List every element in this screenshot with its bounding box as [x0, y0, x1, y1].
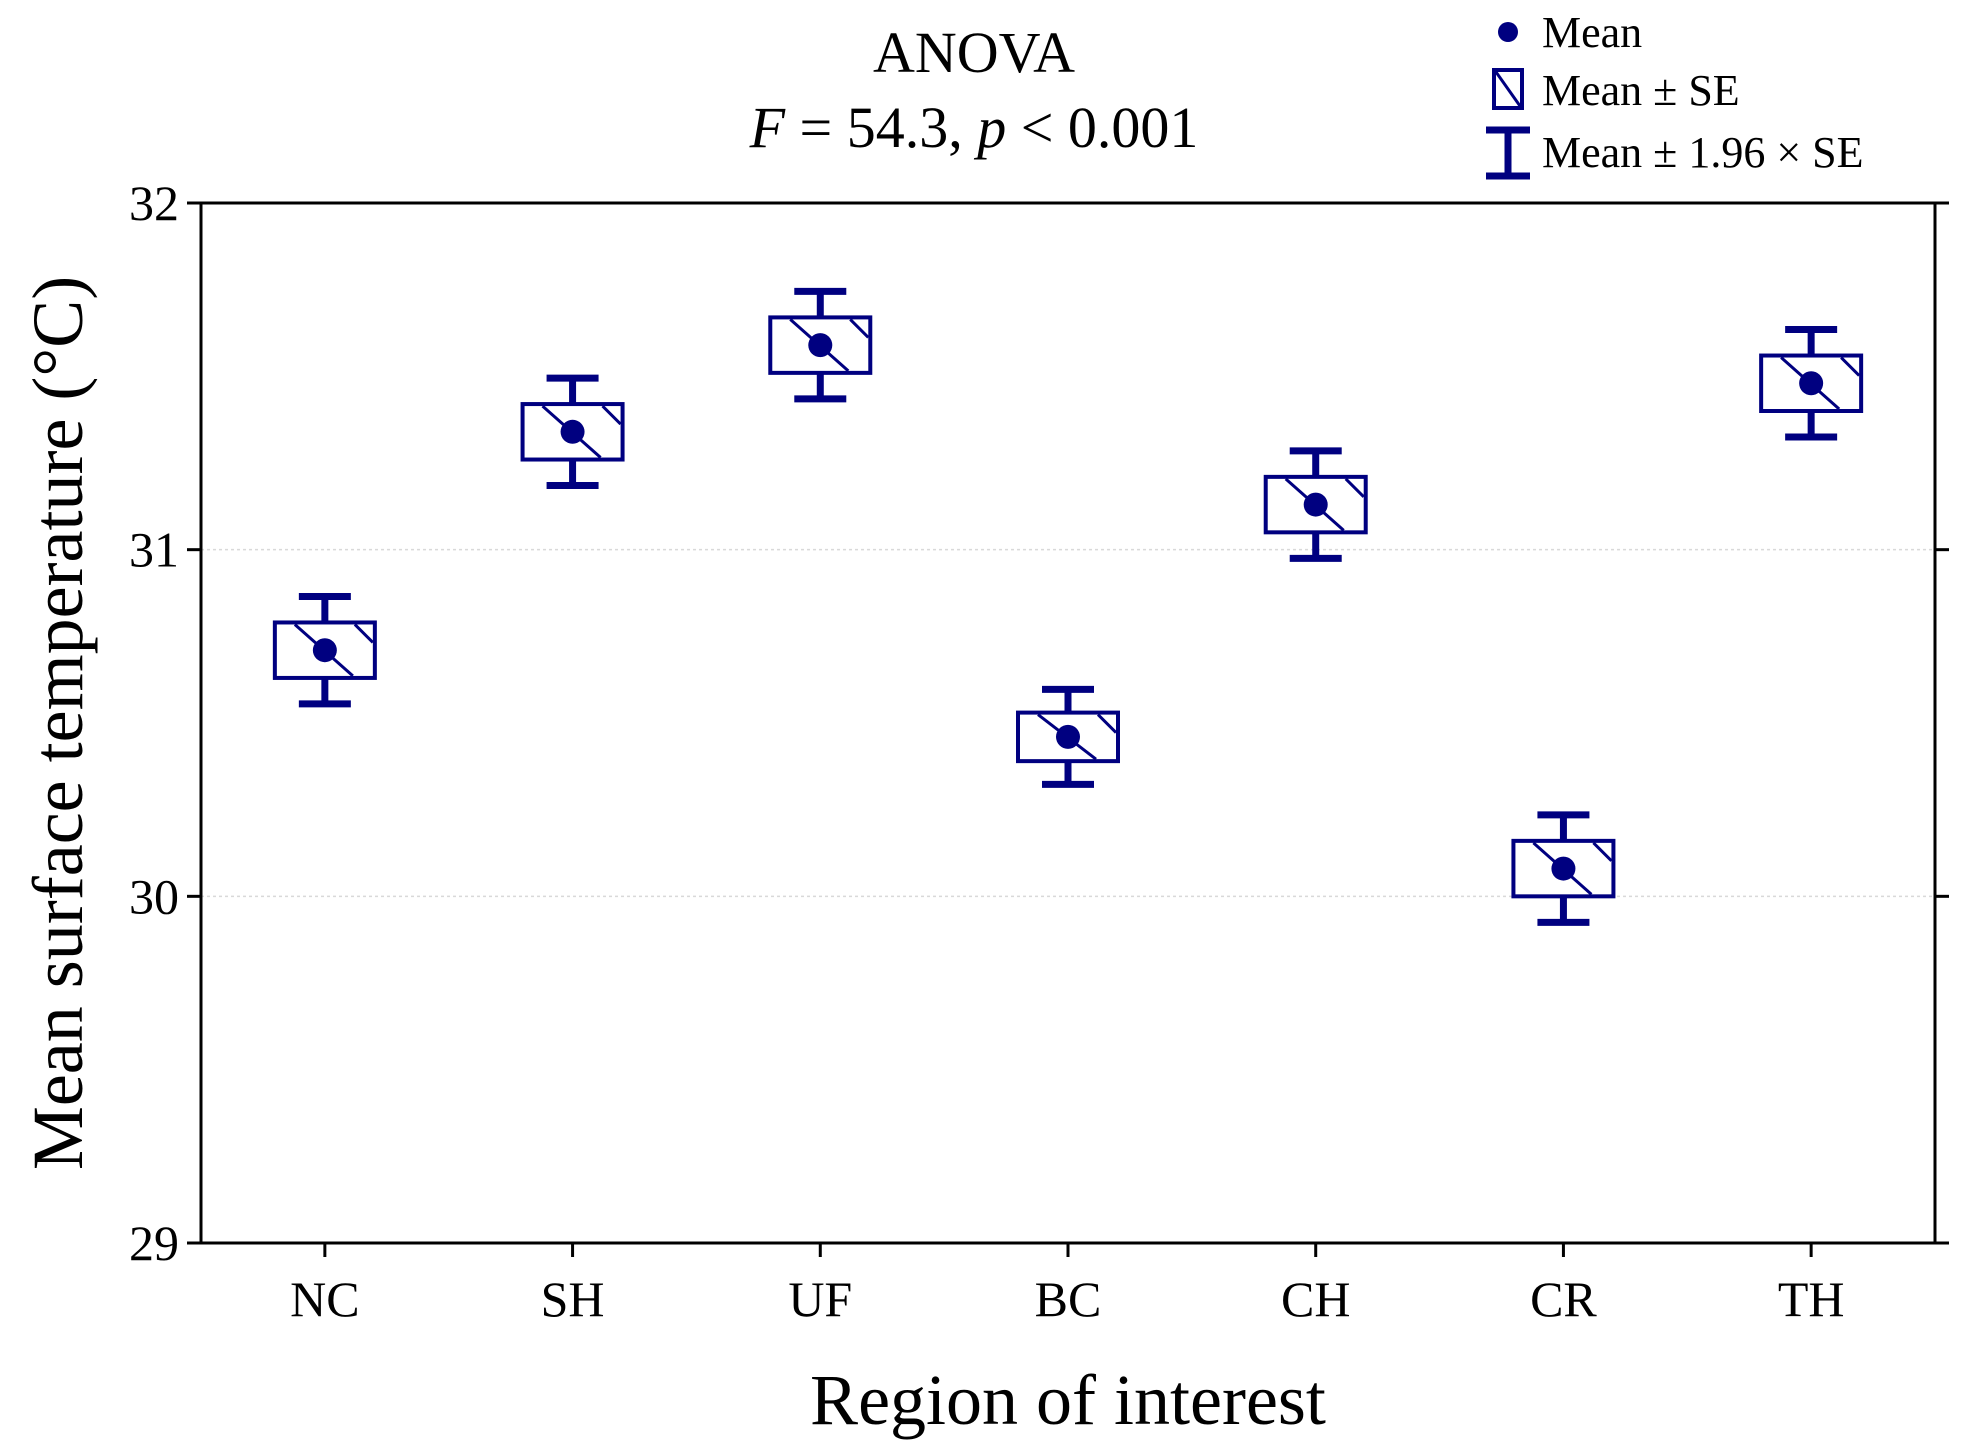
mean-se-group-ch — [1263, 447, 1368, 562]
x-tick-label: TH — [1778, 1271, 1845, 1327]
y-tick-label: 29 — [129, 1215, 179, 1271]
x-tick-label: NC — [290, 1271, 359, 1327]
mean-se-group-uf — [768, 287, 873, 403]
y-tick-label: 30 — [129, 868, 179, 924]
mean-point — [560, 419, 585, 444]
legend-mean-marker — [1498, 22, 1518, 42]
mean-se-group-nc — [272, 592, 377, 708]
se-box-hatch — [353, 623, 374, 644]
chart-subtitle: F = 54.3, p < 0.001 — [749, 95, 1199, 160]
mean-se-group-bc — [1016, 685, 1120, 788]
se-box-hatch — [1096, 713, 1118, 734]
se-box — [1016, 710, 1120, 764]
x-tick-label: SH — [541, 1271, 605, 1327]
y-tick-label: 31 — [129, 522, 179, 578]
x-tick-label: BC — [1035, 1271, 1102, 1327]
mean-se-group-cr — [1511, 811, 1616, 926]
chart-title: ANOVA — [873, 20, 1075, 85]
mean-point — [1551, 856, 1576, 881]
y-tick-label: 32 — [129, 175, 179, 231]
legend-mean-label: Mean — [1542, 8, 1642, 57]
mean-point — [1303, 492, 1328, 517]
se-box-hatch — [849, 318, 870, 339]
legend: Mean Mean ± SE Mean ± 1.96 × SE — [1486, 8, 1864, 180]
mean-point — [1799, 371, 1824, 396]
legend-se-label: Mean ± SE — [1542, 66, 1740, 115]
x-axis-label: Region of interest — [810, 1360, 1326, 1440]
se-box-hatch — [1840, 356, 1861, 377]
mean-se-group-sh — [520, 374, 625, 490]
grid-lines — [201, 548, 1935, 898]
x-tick-label: CH — [1281, 1271, 1350, 1327]
legend-ci-label: Mean ± 1.96 × SE — [1542, 128, 1864, 177]
y-axis-label: Mean surface temperature (°C) — [18, 276, 98, 1170]
mean-point — [808, 333, 833, 358]
mean-point — [1056, 724, 1080, 749]
x-tick-label: UF — [788, 1271, 852, 1327]
legend-se-marker — [1492, 68, 1524, 110]
x-axis: NC SH UF BC CH CR TH — [290, 1243, 1844, 1327]
se-box-hatch — [1344, 477, 1365, 498]
data-marks — [272, 287, 1864, 926]
mean-point — [312, 638, 337, 663]
se-box-hatch — [601, 405, 622, 426]
y-axis: 29 30 31 32 — [129, 175, 1949, 1271]
x-tick-label: CR — [1530, 1271, 1597, 1327]
legend-ci-marker — [1486, 126, 1530, 180]
mean-se-group-th — [1759, 326, 1864, 441]
se-box-hatch — [1592, 841, 1613, 862]
